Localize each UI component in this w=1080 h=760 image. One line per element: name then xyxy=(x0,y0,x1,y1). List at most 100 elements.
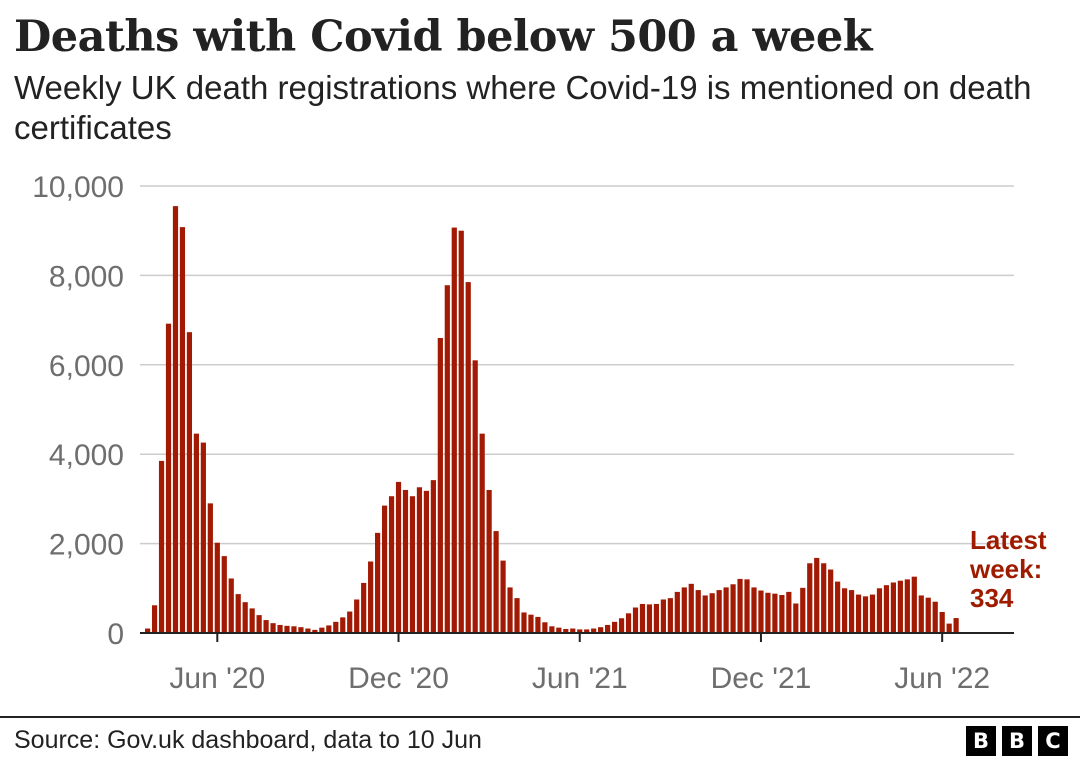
logo-letter-c: C xyxy=(1038,726,1068,756)
bar xyxy=(897,580,903,633)
source-text: Source: Gov.uk dashboard, data to 10 Jun xyxy=(14,726,482,754)
bar xyxy=(737,578,743,633)
bar xyxy=(807,563,813,633)
bar xyxy=(354,599,360,633)
bar xyxy=(444,285,450,633)
bar xyxy=(542,622,548,633)
bar xyxy=(235,594,241,633)
x-tick-label: Dec '21 xyxy=(711,662,812,695)
bar xyxy=(368,561,374,633)
bar xyxy=(646,604,653,633)
bar xyxy=(165,323,172,633)
bar xyxy=(730,584,736,633)
x-tick-label: Dec '20 xyxy=(348,662,449,695)
bar xyxy=(347,611,353,633)
bar-chart: 0 2,000 4,000 6,000 8,000 10,000 Jun '20 Dec '2… xyxy=(32,171,1014,695)
bar xyxy=(598,627,604,633)
bar xyxy=(556,627,562,633)
bar xyxy=(876,588,883,633)
y-tick-label: 8,000 xyxy=(49,260,124,293)
bar xyxy=(458,230,464,633)
bar xyxy=(939,611,945,633)
annotation-line-2: week: xyxy=(970,554,1043,584)
bar xyxy=(319,627,325,633)
bar xyxy=(611,621,618,633)
bar xyxy=(639,603,646,633)
x-tick-label: Jun '20 xyxy=(169,662,265,695)
bar xyxy=(158,460,165,633)
bar xyxy=(305,628,311,633)
grid-lines xyxy=(140,185,1014,545)
bar xyxy=(786,591,792,633)
bar xyxy=(605,624,611,633)
bar xyxy=(772,593,778,633)
axes: 0 2,000 4,000 6,000 8,000 10,000 Jun '20 Dec '2… xyxy=(32,171,1014,695)
bar xyxy=(472,360,478,633)
bar xyxy=(361,582,367,633)
logo-letter-b2: B xyxy=(1002,726,1032,756)
bar xyxy=(402,489,409,633)
bar xyxy=(486,489,492,633)
bar xyxy=(563,628,569,633)
bbc-logo: B B C xyxy=(966,726,1068,756)
bar xyxy=(904,579,910,633)
bar xyxy=(932,601,938,633)
bar xyxy=(479,433,485,633)
bar xyxy=(953,618,959,633)
bar xyxy=(423,490,429,633)
bar xyxy=(507,587,513,633)
bar xyxy=(653,603,660,633)
bar xyxy=(514,598,520,633)
bar xyxy=(270,623,276,633)
bar xyxy=(430,480,436,633)
bar xyxy=(388,496,395,633)
bar xyxy=(681,587,687,633)
footer-rule xyxy=(0,716,1080,718)
bar xyxy=(333,621,339,633)
bar xyxy=(151,605,158,633)
bar xyxy=(145,628,151,633)
bar xyxy=(821,563,827,633)
bar xyxy=(625,613,632,633)
bar xyxy=(667,598,673,633)
x-tick-label: Jun '21 xyxy=(532,662,628,695)
y-tick-label: 6,000 xyxy=(49,350,124,383)
bar xyxy=(437,337,443,633)
annotation-line-1: Latest xyxy=(970,525,1047,555)
bar xyxy=(723,587,729,633)
bar xyxy=(395,481,402,633)
bar xyxy=(326,625,332,633)
bar xyxy=(946,623,952,633)
bar xyxy=(256,615,262,633)
bar xyxy=(284,625,290,633)
bar xyxy=(277,624,283,633)
annotation-value: 334 xyxy=(970,583,1014,613)
bar xyxy=(695,590,701,633)
bar xyxy=(451,227,457,633)
bar xyxy=(793,603,799,633)
bar xyxy=(242,602,248,633)
bar xyxy=(918,595,924,633)
y-tick-label: 0 xyxy=(107,618,124,651)
bar xyxy=(214,542,220,633)
bar xyxy=(758,590,764,633)
chart-subtitle: Weekly UK death registrations where Covi… xyxy=(14,69,1032,146)
bar xyxy=(228,578,234,633)
bar xyxy=(298,627,304,633)
bar xyxy=(291,626,297,633)
bar xyxy=(618,618,625,633)
bar xyxy=(535,616,541,633)
bar xyxy=(312,629,318,633)
bar xyxy=(890,582,896,633)
bar xyxy=(179,227,186,633)
bar xyxy=(591,628,597,633)
bar xyxy=(674,591,680,633)
bar xyxy=(925,597,931,633)
y-tick-label: 10,000 xyxy=(32,171,124,204)
bar xyxy=(409,496,416,633)
bar xyxy=(751,587,757,633)
bar xyxy=(221,556,227,633)
bar xyxy=(570,628,576,633)
bar xyxy=(375,532,381,633)
bar xyxy=(263,620,269,633)
